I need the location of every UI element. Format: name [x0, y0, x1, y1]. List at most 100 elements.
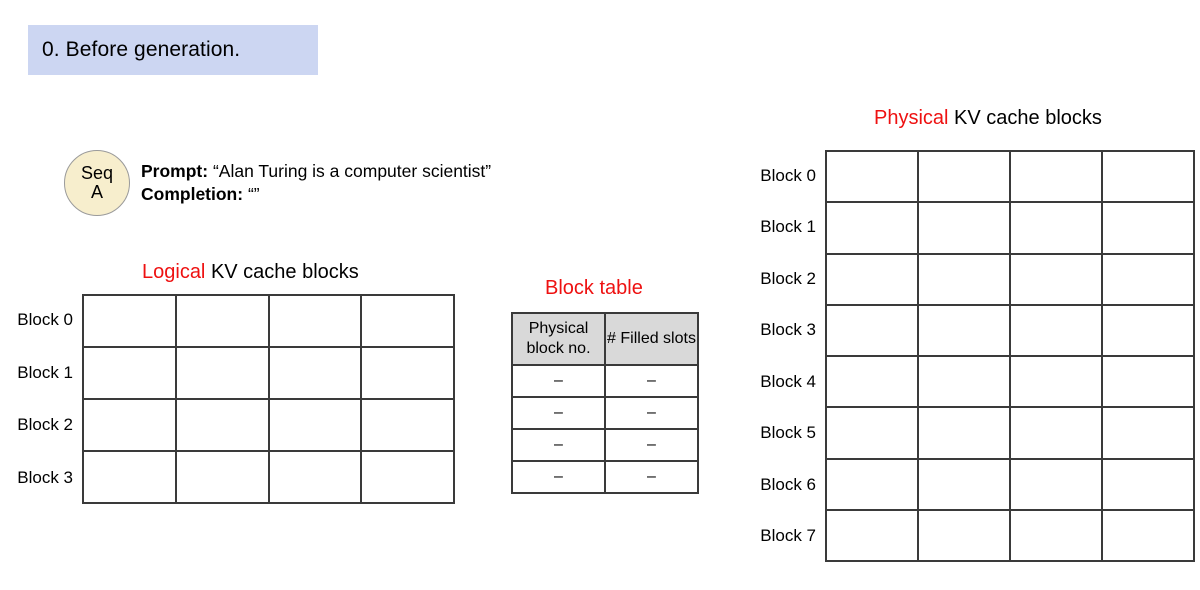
physical-cell-5-2 — [1011, 408, 1103, 460]
physical-row-label-5: Block 5 — [760, 423, 816, 443]
physical-kv-grid — [825, 150, 1195, 562]
physical-cell-5-1 — [919, 408, 1011, 460]
physical-cell-0-1 — [919, 152, 1011, 204]
physical-cell-3-0 — [827, 305, 919, 357]
block-table-cell-3-0: – — [511, 460, 606, 494]
logical-row-label-2: Block 2 — [17, 415, 73, 435]
logical-cell-1-3 — [362, 348, 455, 400]
physical-kv-caption: Physical KV cache blocks — [874, 107, 1102, 130]
physical-row-label-3: Block 3 — [760, 320, 816, 340]
block-table-header-physical-block-no: Physical block no. — [511, 312, 606, 366]
physical-row-label-2: Block 2 — [760, 268, 816, 288]
physical-cell-4-3 — [1103, 357, 1195, 409]
block-table-head: Physical block no. # Filled slots — [511, 312, 699, 366]
physical-cell-1-3 — [1103, 203, 1195, 255]
block-table-row: – – — [511, 364, 699, 398]
physical-cell-5-3 — [1103, 408, 1195, 460]
logical-cell-2-1 — [176, 400, 270, 452]
physical-cell-1-1 — [919, 203, 1011, 255]
prompt-label: Prompt: — [141, 161, 209, 181]
physical-cell-0-2 — [1011, 152, 1103, 204]
logical-cell-0-1 — [176, 296, 270, 348]
physical-cell-1-0 — [827, 203, 919, 255]
physical-cell-3-1 — [919, 305, 1011, 357]
physical-row-label-7: Block 7 — [760, 526, 816, 546]
physical-cell-6-2 — [1011, 459, 1103, 511]
logical-cell-3-3 — [362, 452, 455, 504]
physical-cell-2-2 — [1011, 254, 1103, 306]
logical-cell-3-1 — [176, 452, 270, 504]
logical-row-label-3: Block 3 — [17, 467, 73, 487]
completion-label: Completion: — [141, 184, 244, 205]
block-table-header-filled-slots: # Filled slots — [604, 312, 699, 366]
block-table-header-row: Physical block no. # Filled slots — [511, 312, 699, 366]
physical-cell-2-0 — [827, 254, 919, 306]
logical-row-label-1: Block 1 — [17, 362, 73, 382]
physical-cell-7-0 — [827, 510, 919, 562]
block-table-cell-2-1: – — [604, 428, 699, 462]
physical-cell-7-3 — [1103, 510, 1195, 562]
block-table-row: – – — [511, 460, 699, 494]
sequence-badge: Seq A — [64, 150, 130, 216]
physical-cell-4-0 — [827, 357, 919, 409]
logical-row-label-0: Block 0 — [17, 310, 73, 330]
logical-cell-2-3 — [362, 400, 455, 452]
physical-cell-3-3 — [1103, 305, 1195, 357]
physical-cell-2-1 — [919, 254, 1011, 306]
physical-cell-5-0 — [827, 408, 919, 460]
physical-row-labels: Block 0 Block 1 Block 2 Block 3 Block 4 Block… — [735, 150, 825, 562]
logical-cell-1-2 — [269, 348, 363, 400]
physical-cell-3-2 — [1011, 305, 1103, 357]
prompt-value: “Alan Turing is a computer scientist” — [212, 161, 492, 181]
physical-row-label-6: Block 6 — [760, 474, 816, 494]
block-table-caption: Block table — [545, 277, 643, 299]
completion-value: “” — [247, 184, 260, 205]
logical-row-labels: Block 0 Block 1 Block 2 Block 3 — [0, 294, 82, 504]
step-label: 0. Before generation. — [42, 38, 241, 61]
block-table-cell-3-1: – — [604, 460, 699, 494]
block-table-row: – – — [511, 396, 699, 430]
physical-row-label-4: Block 4 — [760, 371, 816, 391]
completion-row: Completion: “” — [141, 183, 491, 206]
logical-cell-0-3 — [362, 296, 455, 348]
logical-cell-1-1 — [176, 348, 270, 400]
logical-kv-caption-rest: KV cache blocks — [205, 261, 359, 283]
logical-cell-2-0 — [84, 400, 177, 452]
physical-cell-1-2 — [1011, 203, 1103, 255]
logical-kv-caption-highlight: Logical — [142, 261, 206, 283]
logical-cell-3-2 — [269, 452, 363, 504]
step-banner: 0. Before generation. — [28, 25, 318, 75]
logical-kv-grid — [82, 294, 455, 504]
physical-cell-0-0 — [827, 152, 919, 204]
physical-cell-6-1 — [919, 459, 1011, 511]
physical-cell-4-2 — [1011, 357, 1103, 409]
block-table-cell-1-1: – — [604, 396, 699, 430]
physical-cell-4-1 — [919, 357, 1011, 409]
logical-cell-3-0 — [84, 452, 177, 504]
physical-cell-7-2 — [1011, 510, 1103, 562]
physical-row-label-1: Block 1 — [760, 217, 816, 237]
physical-cell-7-1 — [919, 510, 1011, 562]
logical-kv-caption: Logical KV cache blocks — [142, 261, 359, 284]
physical-cell-6-0 — [827, 459, 919, 511]
physical-kv-caption-rest: KV cache blocks — [948, 107, 1102, 129]
prompt-row: Prompt: “Alan Turing is a computer scien… — [141, 160, 491, 183]
block-table-cell-2-0: – — [511, 428, 606, 462]
physical-kv-caption-highlight: Physical — [874, 107, 949, 129]
prompt-block: Prompt: “Alan Turing is a computer scien… — [141, 160, 491, 207]
block-table-cell-0-0: – — [511, 364, 606, 398]
logical-cell-0-2 — [269, 296, 363, 348]
logical-cell-2-2 — [269, 400, 363, 452]
physical-cell-6-3 — [1103, 459, 1195, 511]
physical-cell-0-3 — [1103, 152, 1195, 204]
block-table-cell-0-1: – — [604, 364, 699, 398]
logical-cell-0-0 — [84, 296, 177, 348]
logical-cell-1-0 — [84, 348, 177, 400]
physical-row-label-0: Block 0 — [760, 165, 816, 185]
sequence-badge-line2: A — [90, 182, 103, 202]
block-table-body: – – – – – – – – — [511, 364, 699, 494]
block-table: Physical block no. # Filled slots – – – – – –… — [511, 312, 699, 494]
block-table-cell-1-0: – — [511, 396, 606, 430]
sequence-badge-line1: Seq — [80, 162, 114, 183]
block-table-row: – – — [511, 428, 699, 462]
